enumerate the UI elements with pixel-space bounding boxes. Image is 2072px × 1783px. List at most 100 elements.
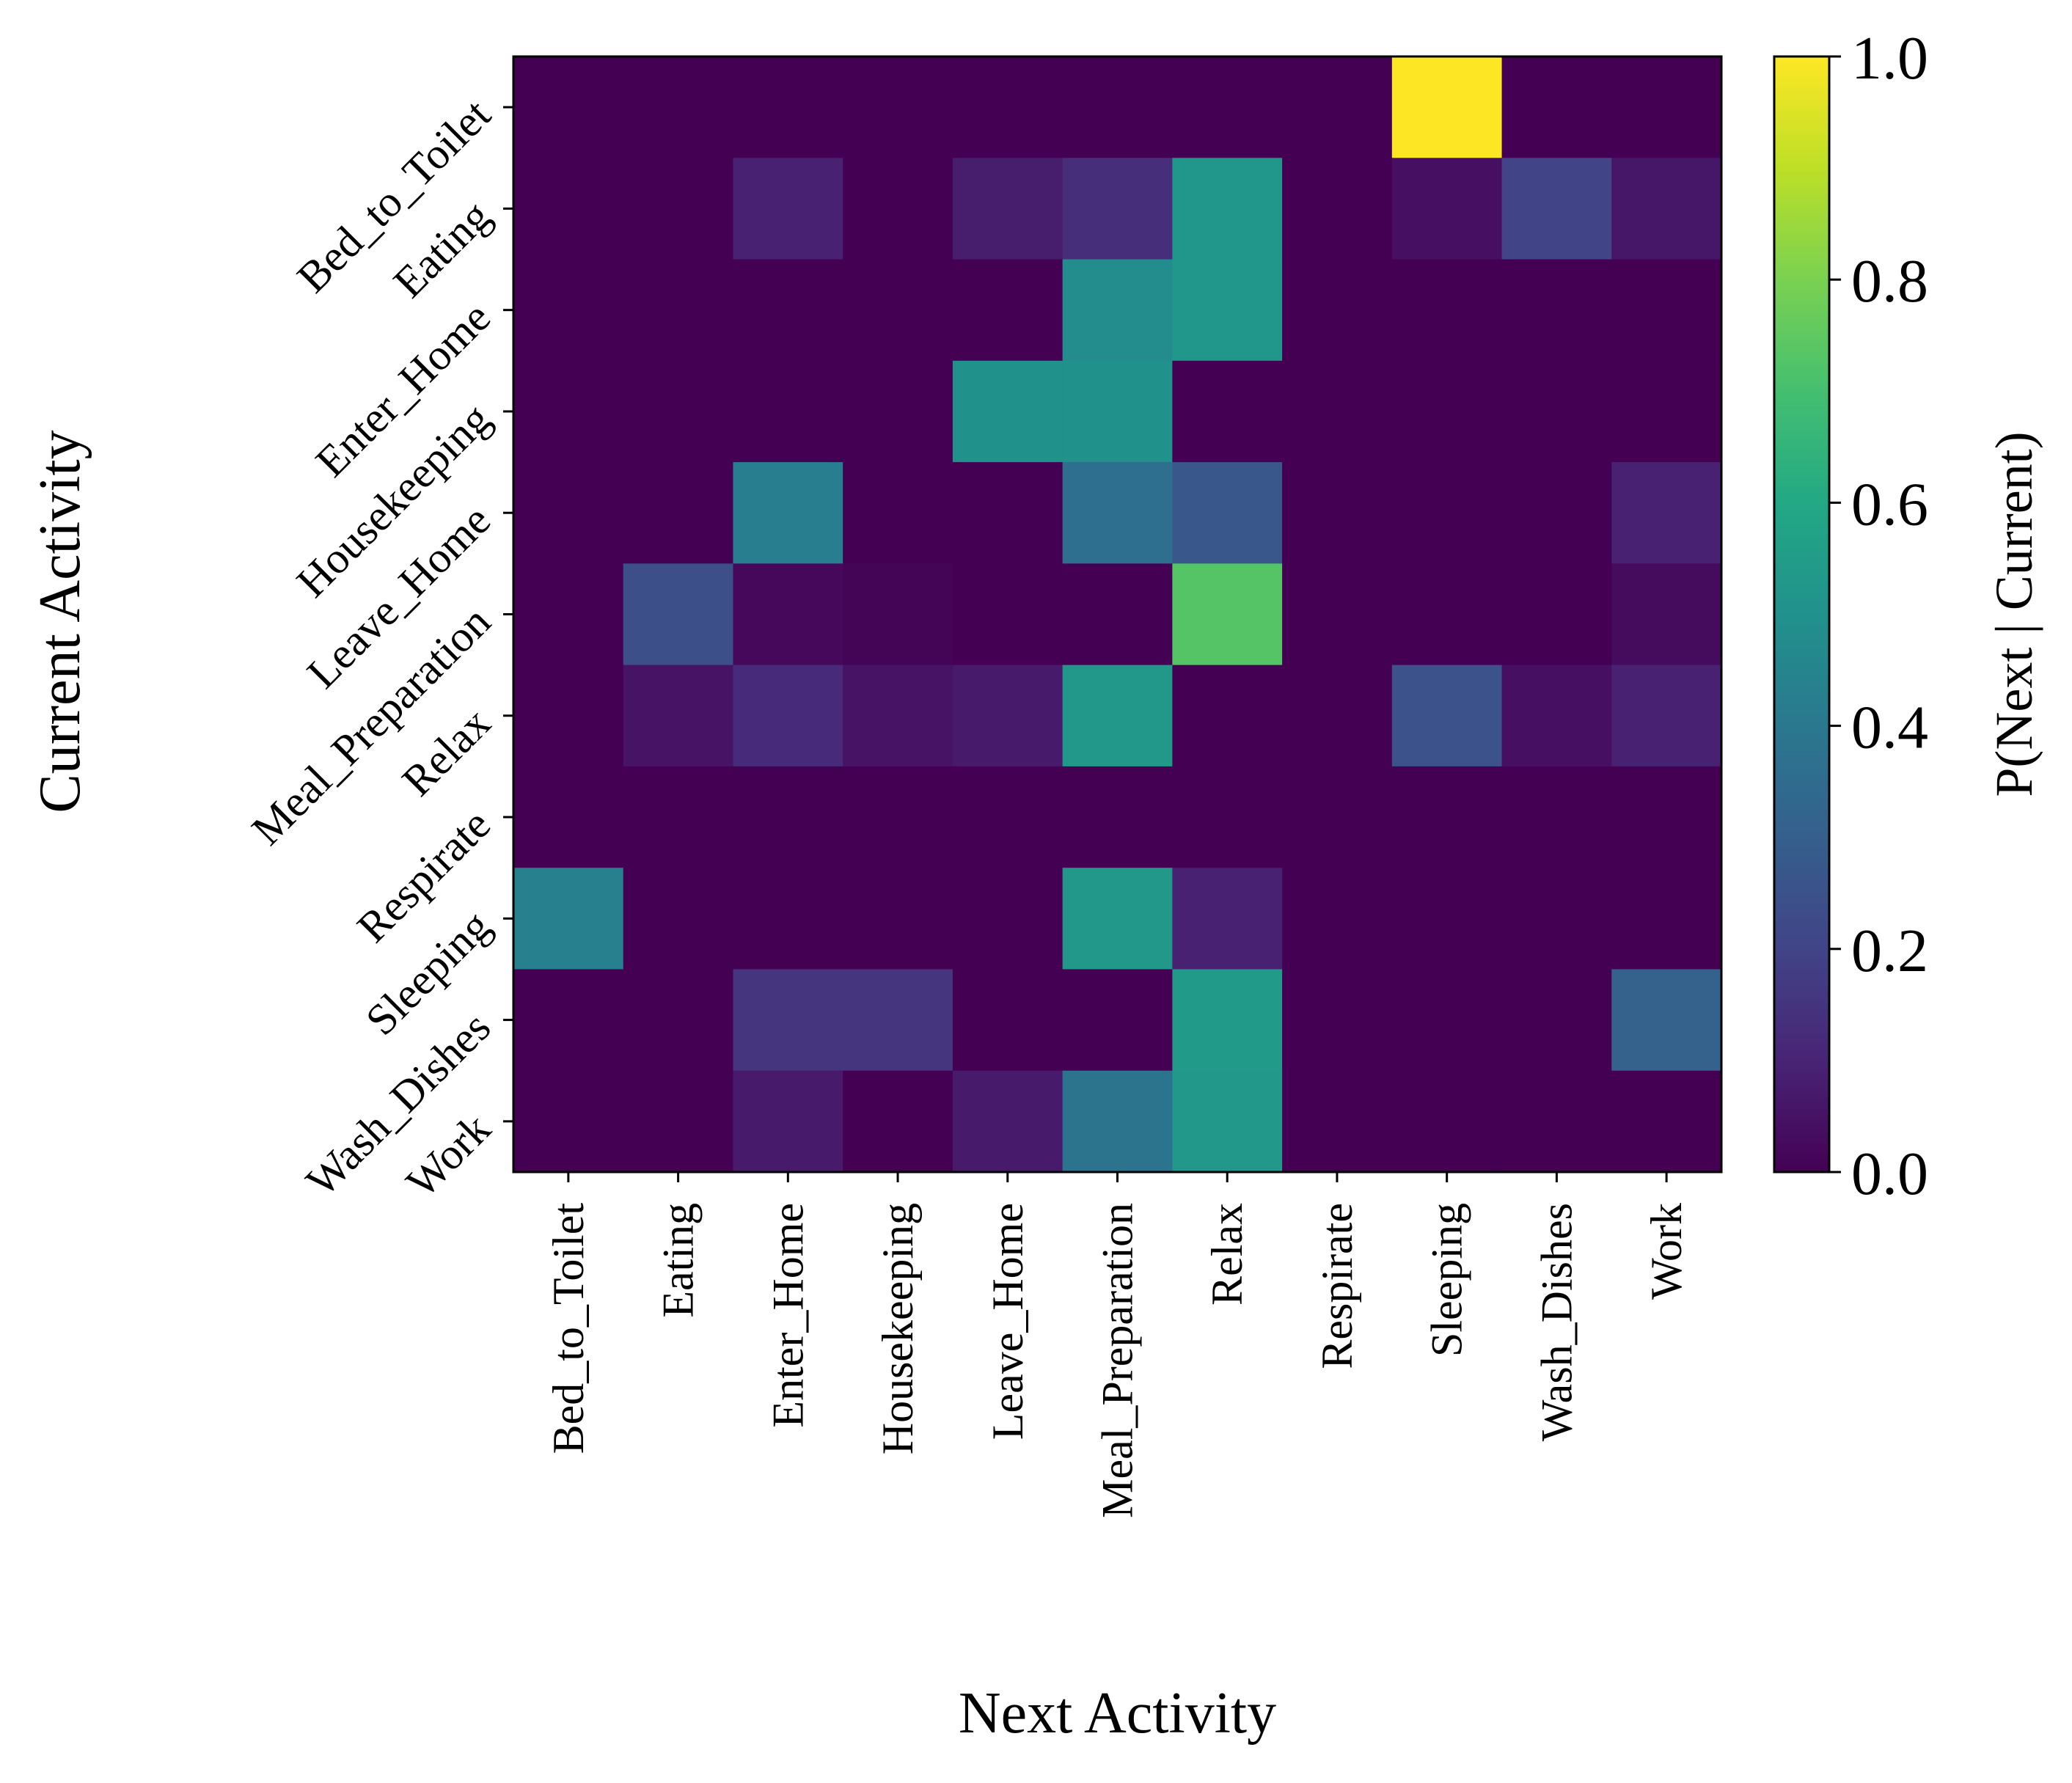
heatmap-cell xyxy=(952,766,1064,868)
heatmap-cell xyxy=(1391,664,1503,767)
heatmap-cell xyxy=(733,969,843,1072)
heatmap-cell xyxy=(843,1070,953,1173)
heatmap-cell xyxy=(513,158,624,260)
x-tick-label: Sleeping xyxy=(1423,1203,1471,1357)
heatmap-cell xyxy=(1611,766,1722,868)
heatmap-cell xyxy=(513,969,624,1072)
heatmap-cell xyxy=(1391,1070,1503,1173)
heatmap-cell xyxy=(1282,56,1393,158)
heatmap-cell xyxy=(1501,462,1612,564)
heatmap-cell xyxy=(1501,1070,1612,1173)
heatmap-cell xyxy=(843,868,953,970)
heatmap-cells xyxy=(513,56,1722,1173)
heatmap-cell xyxy=(1282,360,1393,463)
colorbar-tick-label: 1.0 xyxy=(1851,24,1928,92)
heatmap-cell xyxy=(1062,56,1173,158)
heatmap-cell xyxy=(1391,158,1503,260)
heatmap-cell xyxy=(513,360,624,463)
heatmap-cell xyxy=(1501,969,1612,1072)
heatmap-cell xyxy=(1172,259,1283,362)
x-axis-label: Next Activity xyxy=(959,1681,1276,1746)
heatmap-cell xyxy=(733,868,843,970)
x-tick-label: Bed_to_Toilet xyxy=(544,1203,593,1454)
heatmap-cell xyxy=(513,259,624,362)
heatmap-cell xyxy=(952,56,1064,158)
heatmap-cell xyxy=(843,563,953,666)
heatmap-cell xyxy=(513,56,624,158)
heatmap-cell xyxy=(1282,259,1393,362)
heatmap-cell xyxy=(513,1070,624,1173)
heatmap-cell xyxy=(1391,969,1503,1072)
heatmap-cell xyxy=(733,563,843,666)
heatmap-cell xyxy=(1611,259,1722,362)
heatmap-cell xyxy=(513,868,624,970)
heatmap-cell xyxy=(952,664,1064,767)
heatmap-cell xyxy=(1611,1070,1722,1173)
heatmap-cell xyxy=(1282,664,1393,767)
x-tick-label: Respirate xyxy=(1313,1203,1361,1369)
heatmap-cell xyxy=(513,664,624,767)
x-tick-label: Enter_Home xyxy=(764,1203,812,1428)
x-tick-label: Work xyxy=(1642,1203,1691,1300)
heatmap-cell xyxy=(1172,766,1283,868)
x-tick-label: Meal_Preparation xyxy=(1094,1203,1142,1518)
heatmap-cell xyxy=(1611,360,1722,463)
heatmap-cell xyxy=(952,158,1064,260)
heatmap-cell xyxy=(1282,969,1393,1072)
x-tick-label: Relax xyxy=(1203,1203,1251,1306)
heatmap-cell xyxy=(623,1070,734,1173)
heatmap-cell xyxy=(1391,56,1503,158)
heatmap-cell xyxy=(1172,360,1283,463)
heatmap-cell xyxy=(1391,259,1503,362)
heatmap-cell xyxy=(843,158,953,260)
heatmap-cell xyxy=(623,868,734,970)
heatmap-cell xyxy=(733,158,843,260)
heatmap-cell xyxy=(1172,158,1283,260)
heatmap-cell xyxy=(733,766,843,868)
heatmap-cell xyxy=(733,56,843,158)
heatmap-cell xyxy=(843,969,953,1072)
heatmap-cell xyxy=(1391,868,1503,970)
heatmap-cell xyxy=(1391,462,1503,564)
heatmap-cell xyxy=(1501,56,1612,158)
colorbar-label: P(Next | Current) xyxy=(1985,431,2043,797)
heatmap-cell xyxy=(1062,868,1173,970)
heatmap-cell xyxy=(623,664,734,767)
heatmap-cell xyxy=(952,462,1064,564)
colorbar-tick-label: 0.6 xyxy=(1851,470,1928,538)
heatmap-cell xyxy=(1611,56,1722,158)
heatmap-cell xyxy=(513,563,624,666)
heatmap-cell xyxy=(1062,462,1173,564)
colorbar xyxy=(1774,56,1829,1172)
heatmap-cell xyxy=(733,462,843,564)
heatmap-cell xyxy=(1062,563,1173,666)
heatmap-cell xyxy=(1282,1070,1393,1173)
heatmap-cell xyxy=(1391,360,1503,463)
colorbar-tick-label: 0.4 xyxy=(1851,694,1928,762)
heatmap-cell xyxy=(843,360,953,463)
heatmap-cell xyxy=(733,360,843,463)
x-tick-label: Wash_Dishes xyxy=(1532,1203,1581,1441)
colorbar-tick-label: 0.0 xyxy=(1851,1140,1928,1208)
heatmap-cell xyxy=(623,563,734,666)
heatmap-cell xyxy=(1062,158,1173,260)
x-tick-label: Housekeeping xyxy=(874,1203,922,1454)
colorbar-ticks: 0.0 0.2 0.4 0.6 0.8 1.0 xyxy=(1829,24,1928,1208)
heatmap-cell xyxy=(952,563,1064,666)
heatmap-cell xyxy=(1282,563,1393,666)
heatmap-cell xyxy=(1172,1070,1283,1173)
heatmap-cell xyxy=(623,158,734,260)
y-axis-ticks: Bed_to_ToiletEatingEnter_HomeHousekeepin… xyxy=(243,89,513,1207)
heatmap-cell xyxy=(1501,664,1612,767)
heatmap-cell xyxy=(1611,563,1722,666)
heatmap-cell xyxy=(1501,360,1612,463)
heatmap-cell xyxy=(843,664,953,767)
colorbar-tick-label: 0.8 xyxy=(1851,247,1928,315)
heatmap-cell xyxy=(623,969,734,1072)
heatmap-cell xyxy=(1611,868,1722,970)
heatmap-cell xyxy=(1391,563,1503,666)
colorbar-frame xyxy=(1773,55,1831,1174)
heatmap-cell xyxy=(1501,158,1612,260)
heatmap-cell xyxy=(623,360,734,463)
